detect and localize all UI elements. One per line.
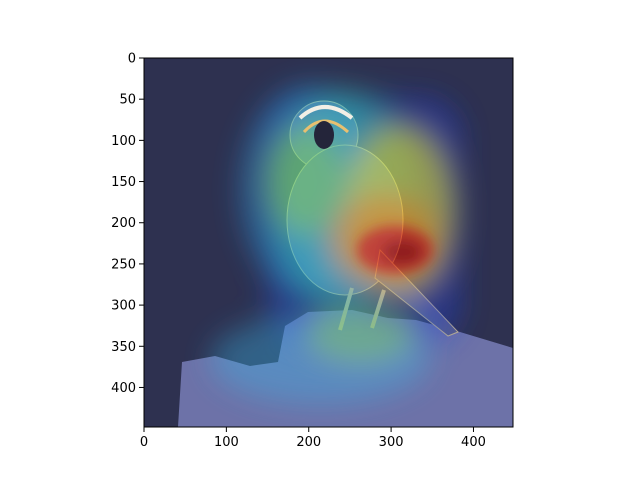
heatmap-overlay — [210, 85, 462, 405]
x-tick-label: 300 — [379, 435, 404, 450]
y-tick-label: 150 — [111, 175, 136, 190]
y-tick-label: 200 — [111, 216, 136, 231]
y-tick-label: 100 — [111, 134, 136, 149]
y-tick-label: 400 — [111, 381, 136, 396]
x-axis: 0 100 200 300 400 — [140, 427, 486, 450]
y-tick-label: 0 — [128, 52, 136, 67]
y-tick-label: 250 — [111, 257, 136, 272]
x-tick-label: 200 — [296, 435, 321, 450]
plot-area — [144, 58, 513, 427]
x-tick-label: 0 — [140, 435, 148, 450]
y-tick-label: 300 — [111, 299, 136, 314]
y-tick-label: 50 — [119, 93, 136, 108]
axes-frame — [143, 57, 514, 428]
y-axis: 0 50 100 150 200 250 300 350 400 — [111, 52, 144, 396]
x-tick-label: 100 — [214, 435, 239, 450]
bird-head-detail — [298, 105, 354, 149]
x-tick-label: 400 — [461, 435, 486, 450]
y-tick-label: 350 — [111, 340, 136, 355]
